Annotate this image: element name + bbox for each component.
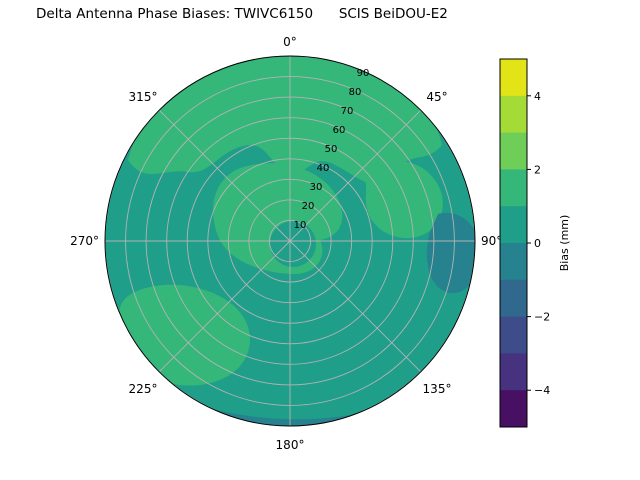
radial-tick-label: 50 — [325, 144, 338, 155]
angular-tick-label: 90° — [481, 234, 502, 248]
angular-tick-label: 270° — [70, 234, 99, 248]
colorbar-band — [500, 132, 527, 170]
radial-tick-label: 10 — [294, 220, 307, 231]
colorbar-tick-label: 4 — [534, 90, 541, 103]
radial-tick-label: 20 — [302, 201, 315, 212]
colorbar-band — [500, 169, 527, 207]
angular-tick-label: 315° — [129, 90, 158, 104]
colorbar-band — [500, 206, 527, 244]
polar-boundary — [104, 55, 476, 427]
contour-regions — [105, 56, 475, 426]
radial-tick-label: 80 — [349, 87, 362, 98]
radial-tick-label: 30 — [310, 182, 323, 193]
colorbar: 4 2 0 −2 −4 Bias (mm) — [499, 58, 571, 428]
theta-gridline — [158, 109, 291, 242]
radial-tick-label: 70 — [341, 106, 354, 117]
chart-title: Delta Antenna Phase Biases: TWIVC6150 SC… — [36, 6, 448, 22]
colorbar-tick-label: 2 — [534, 163, 541, 176]
theta-gridline — [158, 240, 291, 373]
radial-tick-label: 90 — [357, 68, 370, 79]
colorbar-tick-label: −2 — [534, 311, 550, 324]
polar-grid — [104, 55, 476, 427]
angular-tick-label: 225° — [129, 382, 158, 396]
colorbar-band — [500, 279, 527, 318]
colorbar-band — [500, 390, 527, 427]
colorbar-band — [500, 243, 527, 281]
colorbar-band — [500, 353, 527, 391]
radial-tick-label: 40 — [317, 163, 330, 174]
radial-tick-labels: 10 20 30 40 50 60 70 80 90 — [294, 68, 370, 231]
angular-tick-labels: 0° 45° 90° 135° 180° 225° 270° 315° — [70, 35, 502, 452]
colorbar-axis-label: Bias (mm) — [558, 215, 571, 272]
contour-dark-right — [426, 212, 475, 294]
contour-green-upper-right — [365, 160, 443, 239]
colorbar-tick-label: 0 — [534, 237, 541, 250]
colorbar-band — [500, 59, 527, 97]
theta-gridline — [289, 240, 422, 373]
colorbar-band — [500, 95, 527, 134]
contour-green-lower-left — [118, 284, 251, 386]
colorbar-band — [500, 316, 527, 354]
theta-gridline — [289, 109, 422, 242]
radial-tick-label: 60 — [333, 125, 346, 136]
colorbar-tick-label: −4 — [534, 384, 550, 397]
angular-tick-label: 45° — [426, 90, 447, 104]
angular-tick-label: 135° — [423, 382, 452, 396]
angular-tick-label: 0° — [283, 35, 297, 49]
angular-tick-label: 180° — [276, 438, 305, 452]
